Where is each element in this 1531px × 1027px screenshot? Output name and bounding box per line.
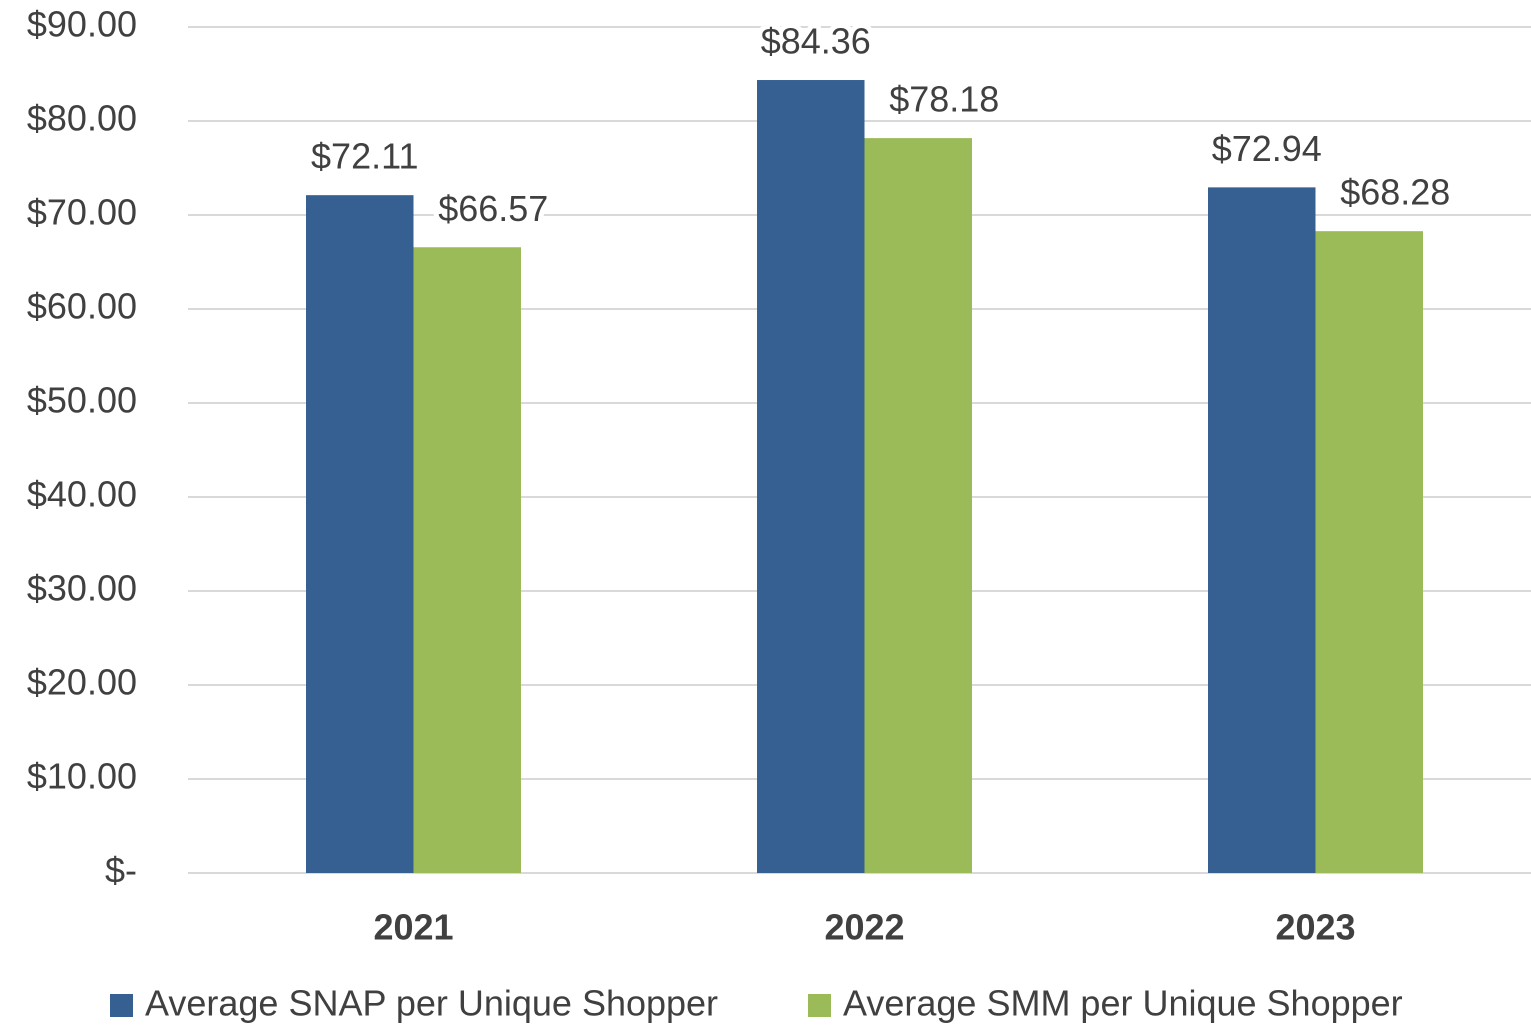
bar [864,138,972,873]
y-tick-label: $10.00 [27,756,137,797]
bar [306,195,414,873]
bar [757,80,865,874]
x-tick-label: 2022 [824,907,904,948]
bar [1208,187,1316,873]
data-label: $66.57 [438,188,548,229]
y-tick-label: $60.00 [27,286,137,327]
y-tick-label: $20.00 [27,662,137,703]
bar [413,247,521,873]
y-tick-label: $30.00 [27,568,137,609]
legend-label: Average SMM per Unique Shopper [843,983,1403,1024]
data-label: $72.94 [1212,128,1322,169]
legend-label: Average SNAP per Unique Shopper [145,983,718,1024]
x-tick-label: 2021 [373,907,453,948]
legend-swatch [110,994,133,1017]
data-label: $68.28 [1340,172,1450,213]
y-tick-label: $40.00 [27,474,137,515]
data-label: $84.36 [761,21,871,62]
bar [1315,231,1423,874]
data-label: $78.18 [889,79,999,120]
y-tick-label: $- [105,850,137,891]
y-tick-label: $80.00 [27,98,137,139]
y-tick-label: $50.00 [27,380,137,421]
y-tick-label: $90.00 [27,4,137,45]
y-tick-label: $70.00 [27,192,137,233]
data-label: $72.11 [311,136,418,177]
x-tick-label: 2023 [1275,907,1355,948]
legend-swatch [808,994,831,1017]
